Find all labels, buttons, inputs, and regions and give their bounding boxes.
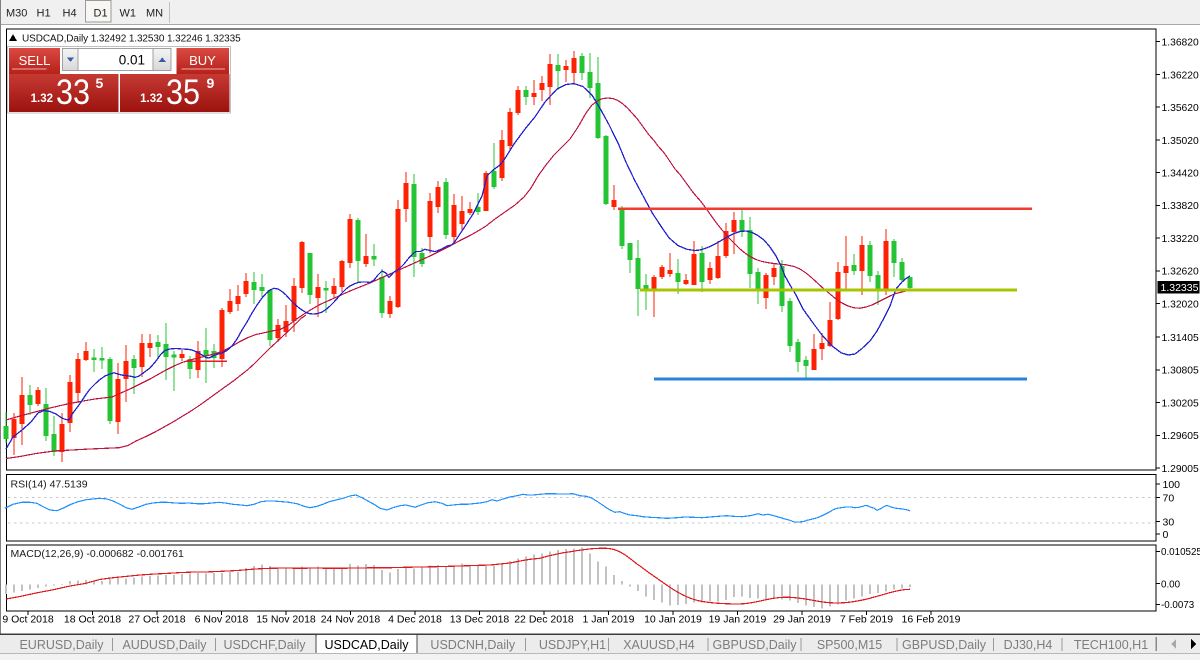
- svg-text:35: 35: [166, 73, 200, 112]
- svg-text:DJ30,H4: DJ30,H4: [1004, 638, 1053, 652]
- svg-text:SP500,M15: SP500,M15: [817, 638, 882, 652]
- svg-text:TECH100,H1: TECH100,H1: [1074, 638, 1148, 652]
- svg-text:MN: MN: [146, 8, 163, 20]
- svg-text:13 Dec 2018: 13 Dec 2018: [450, 614, 510, 626]
- svg-text:1.36220: 1.36220: [1162, 70, 1199, 81]
- svg-text:4 Dec 2018: 4 Dec 2018: [388, 614, 442, 626]
- svg-text:MACD(12,26,9) -0.000682 -0.001: MACD(12,26,9) -0.000682 -0.001761: [11, 548, 185, 560]
- svg-text:29 Jan 2019: 29 Jan 2019: [773, 614, 831, 626]
- svg-text:USDCNH,Daily: USDCNH,Daily: [430, 638, 515, 652]
- svg-text:GBPUSD,Daily: GBPUSD,Daily: [712, 638, 797, 652]
- svg-text:1.31405: 1.31405: [1162, 333, 1199, 344]
- svg-text:M30: M30: [6, 8, 27, 20]
- svg-text:BUY: BUY: [189, 53, 216, 68]
- svg-text:USDCAD,Daily 1.32492 1.32530: USDCAD,Daily 1.32492 1.32530 1.32246 1.3…: [22, 34, 241, 45]
- svg-text:1.30805: 1.30805: [1162, 366, 1199, 377]
- svg-text:27 Oct 2018: 27 Oct 2018: [128, 614, 185, 626]
- svg-text:100: 100: [1163, 479, 1181, 491]
- svg-text:22 Dec 2018: 22 Dec 2018: [514, 614, 574, 626]
- svg-text:D1: D1: [94, 8, 108, 20]
- svg-text:1.30205: 1.30205: [1162, 398, 1199, 409]
- svg-text:1.32335: 1.32335: [1161, 282, 1199, 294]
- svg-text:1.32620: 1.32620: [1162, 267, 1199, 278]
- svg-text:0.00: 0.00: [1161, 579, 1181, 590]
- svg-text:15 Nov 2018: 15 Nov 2018: [256, 614, 316, 626]
- svg-text:70: 70: [1163, 492, 1175, 504]
- svg-text:H4: H4: [63, 8, 77, 20]
- svg-text:USDCHF,Daily: USDCHF,Daily: [224, 638, 307, 652]
- svg-text:0.010525: 0.010525: [1161, 547, 1200, 558]
- svg-text:1.35620: 1.35620: [1162, 103, 1199, 114]
- svg-text:1.29605: 1.29605: [1162, 431, 1199, 442]
- svg-text:1.34420: 1.34420: [1162, 169, 1199, 180]
- svg-text:USDCAD,Daily: USDCAD,Daily: [324, 638, 409, 652]
- svg-text:1.32020: 1.32020: [1162, 299, 1199, 310]
- svg-text:0.01: 0.01: [119, 53, 145, 68]
- svg-text:1.33820: 1.33820: [1162, 201, 1199, 212]
- svg-text:1.35020: 1.35020: [1162, 136, 1199, 147]
- svg-text:1 Jan 2019: 1 Jan 2019: [583, 614, 635, 626]
- svg-text:W1: W1: [120, 8, 137, 20]
- svg-text:SELL: SELL: [19, 53, 51, 68]
- svg-text:1.32: 1.32: [140, 93, 162, 105]
- svg-text:-0.0073: -0.0073: [1161, 600, 1195, 611]
- svg-text:1.29005: 1.29005: [1162, 464, 1199, 475]
- svg-text:GBPUSD,Daily: GBPUSD,Daily: [902, 638, 987, 652]
- svg-text:EURUSD,Daily: EURUSD,Daily: [19, 638, 104, 652]
- svg-text:AUDUSD,Daily: AUDUSD,Daily: [122, 638, 207, 652]
- svg-text:1.33220: 1.33220: [1162, 234, 1199, 245]
- svg-text:24 Nov 2018: 24 Nov 2018: [321, 614, 381, 626]
- svg-text:7 Feb 2019: 7 Feb 2019: [840, 614, 893, 626]
- svg-text:0: 0: [1163, 529, 1169, 541]
- svg-text:1.32: 1.32: [31, 93, 53, 105]
- svg-text:5: 5: [96, 75, 104, 91]
- svg-text:30: 30: [1163, 516, 1175, 528]
- svg-text:16 Feb 2019: 16 Feb 2019: [902, 614, 961, 626]
- svg-text:XAUUSD,H4: XAUUSD,H4: [623, 638, 695, 652]
- svg-text:9: 9: [207, 75, 215, 91]
- svg-text:33: 33: [56, 73, 90, 112]
- svg-text:USDJPY,H1: USDJPY,H1: [539, 638, 606, 652]
- svg-text:6 Nov 2018: 6 Nov 2018: [195, 614, 249, 626]
- svg-text:10 Jan 2019: 10 Jan 2019: [644, 614, 702, 626]
- svg-text:RSI(14) 47.5139: RSI(14) 47.5139: [11, 479, 88, 491]
- svg-text:9 Oct 2018: 9 Oct 2018: [2, 614, 54, 626]
- svg-text:H1: H1: [37, 8, 51, 20]
- svg-text:18 Oct 2018: 18 Oct 2018: [64, 614, 121, 626]
- svg-text:19 Jan 2019: 19 Jan 2019: [709, 614, 767, 626]
- svg-text:1.36820: 1.36820: [1162, 38, 1199, 49]
